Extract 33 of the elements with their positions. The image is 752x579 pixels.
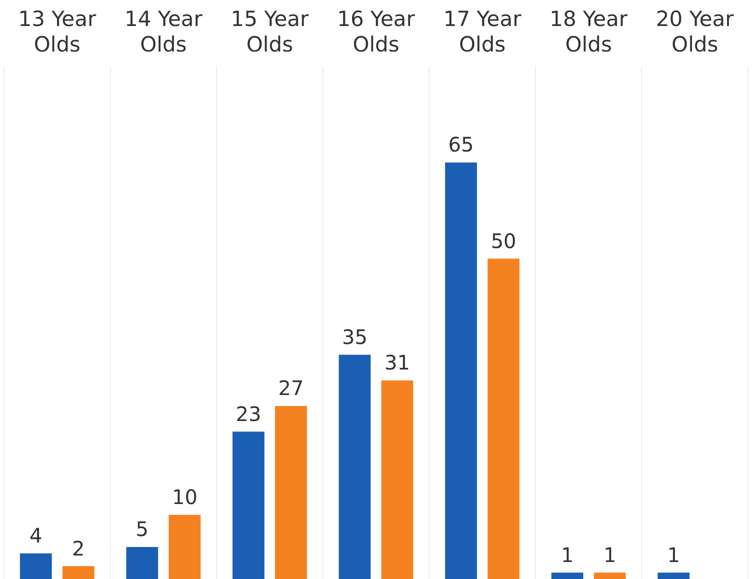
data-label: 31 [384, 350, 410, 375]
x-tick-label: 13 Year Olds [18, 7, 96, 56]
data-label: 4 [30, 524, 42, 548]
bar [658, 572, 690, 579]
data-label: 1 [603, 542, 616, 567]
data-label: 1 [560, 542, 574, 567]
data-label: 10 [172, 485, 198, 510]
x-tick-label: 20 Year Olds [656, 7, 734, 56]
bar [594, 572, 626, 579]
x-tick-label: 14 Year Olds [124, 7, 203, 56]
bar [445, 162, 477, 579]
data-label: 2 [72, 536, 85, 560]
bar [488, 258, 520, 579]
data-label: 1 [667, 542, 680, 567]
x-tick-label: 15 Year Olds [230, 7, 310, 56]
bar [381, 380, 414, 579]
x-tick-label: 16 Year Olds [337, 7, 416, 56]
bar [168, 514, 201, 579]
x-tick-label: 17 Year Olds [443, 7, 522, 56]
bar [338, 354, 371, 579]
bar [551, 572, 584, 579]
data-label: 27 [278, 376, 304, 400]
data-label: 35 [342, 324, 368, 349]
bar [20, 553, 52, 579]
x-tick-label: 18 Year Olds [550, 7, 628, 56]
bar [126, 546, 158, 579]
data-label: 50 [490, 228, 516, 253]
data-label: 5 [136, 517, 149, 542]
bar [62, 566, 94, 579]
bar [275, 406, 307, 579]
data-label: 23 [236, 402, 262, 426]
data-label: 65 [448, 132, 474, 157]
bar [232, 432, 264, 579]
